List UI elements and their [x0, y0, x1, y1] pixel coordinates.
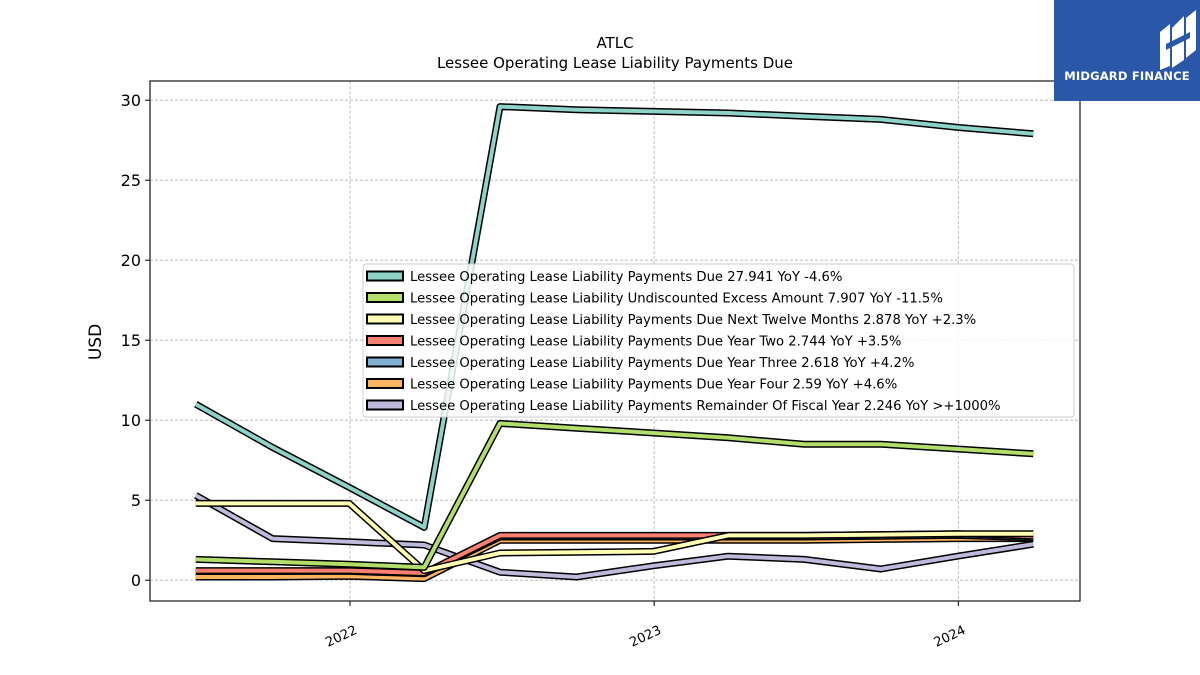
y-axis-label: USD	[86, 324, 106, 360]
legend-swatch	[366, 313, 404, 325]
series-line	[195, 499, 1034, 575]
legend-item: Lessee Operating Lease Liability Payment…	[366, 378, 897, 393]
legend-swatch	[366, 270, 404, 282]
y-tick-label: 0	[131, 571, 141, 590]
y-tick-label: 10	[121, 411, 141, 430]
series-line	[194, 103, 1034, 531]
legend-swatch	[366, 378, 404, 389]
legend-swatch	[366, 356, 404, 368]
chart-title: ATLC	[596, 34, 633, 52]
legend-item: Lessee Operating Lease Liability Payment…	[366, 313, 976, 328]
legend-swatch	[366, 335, 404, 346]
legend-label: Lessee Operating Lease Liability Undisco…	[410, 292, 943, 307]
y-tick-label: 15	[121, 331, 141, 350]
legend: Lessee Operating Lease Liability Payment…	[362, 263, 1075, 418]
legend-item: Lessee Operating Lease Liability Payment…	[366, 399, 1001, 414]
midgard-logo-icon	[1160, 10, 1196, 70]
y-tick-label: 30	[121, 91, 141, 110]
x-tick-label: 2023	[628, 623, 664, 651]
legend-item: Lessee Operating Lease Liability Undisco…	[366, 292, 943, 307]
series-line-fill	[194, 104, 1034, 530]
x-tick-label: 2024	[932, 623, 968, 651]
legend-item: Lessee Operating Lease Liability Payment…	[366, 356, 914, 371]
legend-label: Lessee Operating Lease Liability Payment…	[410, 399, 1001, 414]
series-line-fill	[195, 421, 1034, 570]
series-line	[194, 492, 1034, 581]
legend-item: Lessee Operating Lease Liability Payment…	[366, 270, 842, 285]
plot-frame	[149, 80, 1081, 602]
legend-label: Lessee Operating Lease Liability Payment…	[410, 335, 901, 350]
y-tick-label: 5	[131, 491, 141, 510]
brand-logo-text: MIDGARD FINANCE	[1064, 69, 1190, 83]
brand-logo: MIDGARD FINANCE	[1054, 0, 1200, 101]
legend-label: Lessee Operating Lease Liability Payment…	[410, 378, 897, 393]
y-tick-label: 25	[121, 171, 141, 190]
chart-subtitle: Lessee Operating Lease Liability Payment…	[437, 54, 793, 72]
legend-label: Lessee Operating Lease Liability Payment…	[410, 313, 976, 328]
legend-swatch	[366, 399, 404, 411]
series-line-fill	[194, 493, 1034, 579]
legend-swatch	[366, 292, 404, 303]
legend-item: Lessee Operating Lease Liability Payment…	[366, 335, 901, 350]
series-line-fill	[195, 501, 1034, 573]
legend-box	[362, 263, 1075, 418]
legend-label: Lessee Operating Lease Liability Payment…	[410, 356, 914, 371]
series-line	[195, 419, 1034, 571]
x-tick-label: 2022	[323, 623, 359, 651]
legend-label: Lessee Operating Lease Liability Payment…	[410, 270, 842, 285]
series-lines	[194, 103, 1034, 583]
y-tick-label: 20	[121, 251, 141, 270]
